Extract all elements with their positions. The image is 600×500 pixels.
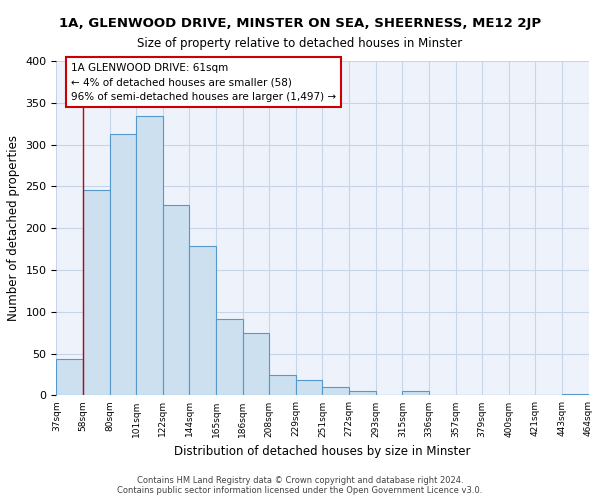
Bar xyxy=(349,392,376,396)
Bar xyxy=(163,205,190,396)
Text: Contains public sector information licensed under the Open Government Licence v3: Contains public sector information licen… xyxy=(118,486,482,495)
Bar xyxy=(242,333,269,396)
Bar xyxy=(83,190,110,396)
Bar xyxy=(562,394,589,396)
Bar xyxy=(402,392,429,396)
Bar xyxy=(322,387,349,396)
Text: Size of property relative to detached houses in Minster: Size of property relative to detached ho… xyxy=(137,38,463,51)
Bar xyxy=(216,320,242,396)
Bar xyxy=(136,116,163,396)
Text: Contains HM Land Registry data © Crown copyright and database right 2024.: Contains HM Land Registry data © Crown c… xyxy=(137,476,463,485)
Bar xyxy=(190,246,216,396)
Text: 1A, GLENWOOD DRIVE, MINSTER ON SEA, SHEERNESS, ME12 2JP: 1A, GLENWOOD DRIVE, MINSTER ON SEA, SHEE… xyxy=(59,18,541,30)
Bar xyxy=(296,380,322,396)
Bar xyxy=(56,358,83,396)
Text: 1A GLENWOOD DRIVE: 61sqm
← 4% of detached houses are smaller (58)
96% of semi-de: 1A GLENWOOD DRIVE: 61sqm ← 4% of detache… xyxy=(71,62,336,102)
Bar xyxy=(110,134,136,396)
Bar xyxy=(269,374,296,396)
X-axis label: Distribution of detached houses by size in Minster: Distribution of detached houses by size … xyxy=(174,445,471,458)
Y-axis label: Number of detached properties: Number of detached properties xyxy=(7,135,20,321)
